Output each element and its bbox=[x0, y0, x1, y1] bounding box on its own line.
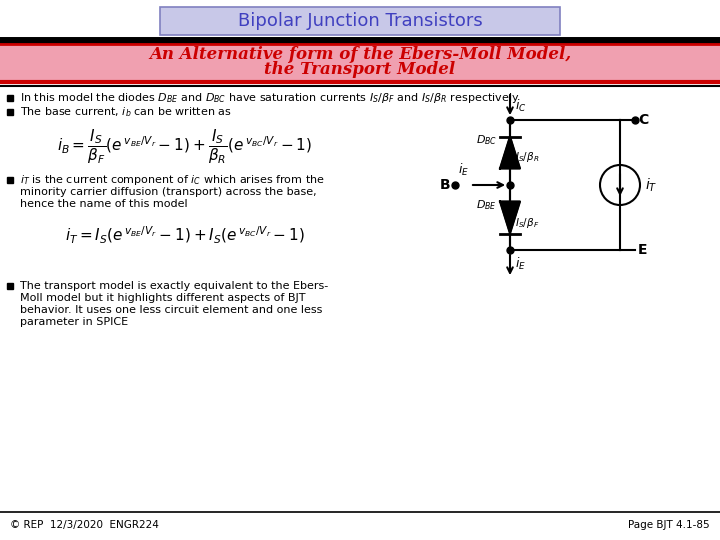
Text: C: C bbox=[638, 113, 648, 127]
Text: $I_S/\beta_F$: $I_S/\beta_F$ bbox=[515, 215, 539, 230]
Text: © REP  12/3/2020  ENGR224: © REP 12/3/2020 ENGR224 bbox=[10, 520, 159, 530]
FancyBboxPatch shape bbox=[160, 7, 560, 35]
Text: $i_T$: $i_T$ bbox=[645, 176, 657, 194]
Text: Moll model but it highlights different aspects of BJT: Moll model but it highlights different a… bbox=[20, 293, 305, 303]
Text: The base current, $i_b$ can be written as: The base current, $i_b$ can be written a… bbox=[20, 105, 232, 119]
FancyBboxPatch shape bbox=[0, 44, 720, 80]
Text: Bipolar Junction Transistors: Bipolar Junction Transistors bbox=[238, 12, 482, 30]
Text: $D_{BC}$: $D_{BC}$ bbox=[476, 133, 497, 147]
Text: Page BJT 4.1-85: Page BJT 4.1-85 bbox=[629, 520, 710, 530]
Text: B: B bbox=[439, 178, 450, 192]
Text: $i_C$: $i_C$ bbox=[515, 98, 526, 114]
Text: parameter in SPICE: parameter in SPICE bbox=[20, 317, 128, 327]
Text: $i_T = I_S\left(e^{\,v_{BE}/V_r} - 1\right) + I_S\left(e^{\,v_{BC}/V_r} - 1\righ: $i_T = I_S\left(e^{\,v_{BE}/V_r} - 1\rig… bbox=[65, 225, 305, 246]
Text: The transport model is exactly equivalent to the Ebers-: The transport model is exactly equivalen… bbox=[20, 281, 328, 291]
Text: $i_T$ is the current component of $i_C$ which arises from the: $i_T$ is the current component of $i_C$ … bbox=[20, 173, 325, 187]
Text: the Transport Model: the Transport Model bbox=[264, 62, 456, 78]
Text: behavior. It uses one less circuit element and one less: behavior. It uses one less circuit eleme… bbox=[20, 305, 323, 315]
Text: hence the name of this model: hence the name of this model bbox=[20, 199, 188, 209]
Text: $i_B = \dfrac{I_S}{\beta_F}\left(e^{\,v_{BE}/V_r} - 1\right) + \dfrac{I_S}{\beta: $i_B = \dfrac{I_S}{\beta_F}\left(e^{\,v_… bbox=[58, 128, 312, 166]
Text: E: E bbox=[638, 243, 647, 257]
Text: $i_E$: $i_E$ bbox=[515, 256, 526, 272]
Polygon shape bbox=[500, 137, 520, 168]
Text: minority carrier diffusion (transport) across the base,: minority carrier diffusion (transport) a… bbox=[20, 187, 317, 197]
Text: $D_{BE}$: $D_{BE}$ bbox=[476, 199, 497, 212]
Text: An Alternative form of the Ebers-Moll Model,: An Alternative form of the Ebers-Moll Mo… bbox=[149, 46, 571, 63]
Text: $i_E$: $i_E$ bbox=[457, 162, 469, 178]
Text: In this model the diodes $D_{BE}$ and $D_{BC}$ have saturation currents $I_S/\be: In this model the diodes $D_{BE}$ and $D… bbox=[20, 91, 519, 105]
Polygon shape bbox=[500, 201, 520, 233]
Text: $I_S/\beta_R$: $I_S/\beta_R$ bbox=[515, 151, 539, 165]
